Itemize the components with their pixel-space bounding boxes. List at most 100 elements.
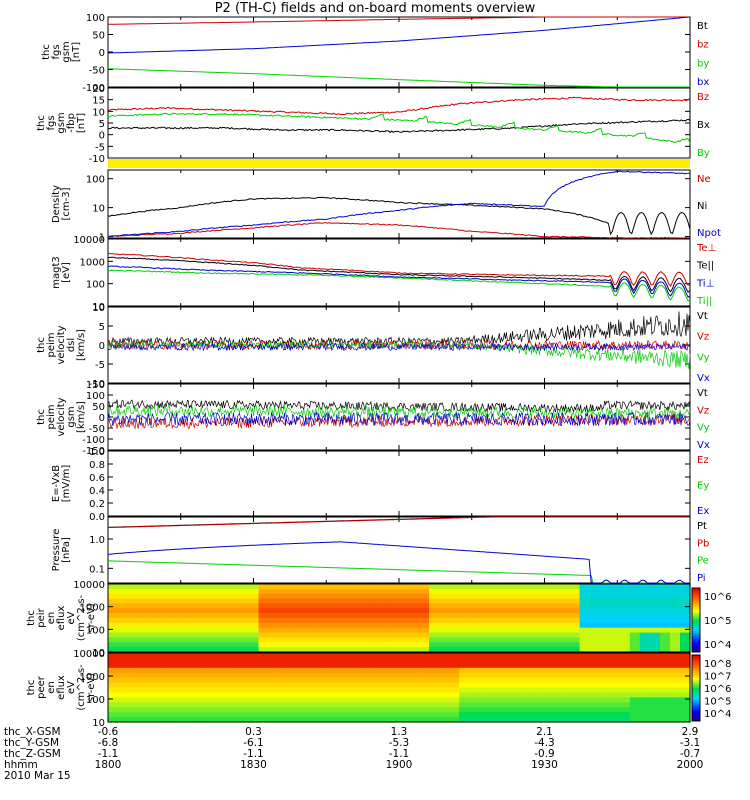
heatmap-cell xyxy=(539,653,551,659)
heatmap-cell xyxy=(539,672,551,679)
heatmap-cell xyxy=(529,613,541,619)
heatmap-cell xyxy=(419,627,430,634)
heatmap-cell xyxy=(479,584,490,590)
heatmap-cell xyxy=(158,642,169,648)
heatmap-cell xyxy=(609,613,621,619)
heatmap-cell xyxy=(609,593,621,600)
heatmap-cell xyxy=(258,647,270,653)
heatmap-cell xyxy=(549,642,561,648)
heatmap-cell xyxy=(539,717,551,723)
heatmap-cell xyxy=(238,702,250,708)
heatmap-cell xyxy=(579,608,591,614)
colorbar-cell xyxy=(692,615,700,618)
heatmap-cell xyxy=(298,593,310,600)
heatmap-cell xyxy=(318,677,330,684)
heatmap-cell xyxy=(258,667,270,674)
heatmap-cell xyxy=(208,677,219,684)
heatmap-cell xyxy=(459,672,470,679)
heatmap-cell xyxy=(669,687,681,694)
heatmap-cell xyxy=(188,642,199,648)
heatmap-cell xyxy=(549,613,561,619)
heatmap-cell xyxy=(569,702,581,708)
heatmap-cell xyxy=(178,618,189,624)
y-tick-label: 10 xyxy=(92,204,105,215)
heatmap-cell xyxy=(419,598,430,605)
heatmap-cell xyxy=(459,593,470,600)
heatmap-cell xyxy=(549,702,561,708)
heatmap-cell xyxy=(298,653,310,659)
heatmap-cell xyxy=(459,588,470,595)
heatmap-cell xyxy=(218,632,230,639)
heatmap-cell xyxy=(338,717,350,723)
heatmap-cell xyxy=(589,687,601,694)
heatmap-cell xyxy=(429,608,440,614)
colorbar-cell xyxy=(692,623,700,626)
footer-value: 2000 xyxy=(677,759,704,771)
heatmap-cell xyxy=(449,642,460,648)
heatmap-cell xyxy=(318,622,330,629)
heatmap-cell xyxy=(549,593,561,600)
y-axis-label: [cm-3] xyxy=(61,187,72,220)
heatmap-cell xyxy=(559,608,571,614)
heatmap-cell xyxy=(679,662,691,669)
heatmap-cell xyxy=(499,692,510,698)
heatmap-cell xyxy=(489,677,500,684)
heatmap-cell xyxy=(539,608,551,614)
heatmap-cell xyxy=(338,622,350,629)
heatmap-cell xyxy=(629,653,641,659)
heatmap-cell xyxy=(198,618,209,624)
heatmap-cell xyxy=(549,697,561,703)
series-Vx xyxy=(107,342,691,352)
heatmap-cell xyxy=(529,692,541,698)
heatmap-cell xyxy=(108,712,119,718)
heatmap-cell xyxy=(409,584,420,590)
heatmap-cell xyxy=(639,702,651,708)
heatmap-cell xyxy=(228,642,240,648)
series-By xyxy=(108,112,691,144)
heatmap-cell xyxy=(348,584,360,590)
heatmap-cell xyxy=(539,677,551,684)
heatmap-cell xyxy=(439,613,450,619)
heatmap-cell xyxy=(599,697,611,703)
heatmap-cell xyxy=(419,618,430,624)
heatmap-cell xyxy=(348,707,360,713)
heatmap-cell xyxy=(318,632,330,639)
heatmap-cell xyxy=(378,653,390,659)
heatmap-cell xyxy=(278,613,290,619)
heatmap-cell xyxy=(679,593,691,600)
heatmap-cell xyxy=(659,588,671,595)
heatmap-cell xyxy=(569,608,581,614)
heatmap-cell xyxy=(148,702,159,708)
heatmap-cell xyxy=(318,642,330,648)
heatmap-cell xyxy=(489,657,500,664)
heatmap-cell xyxy=(429,697,440,703)
heatmap-cell xyxy=(429,598,440,605)
heatmap-cell xyxy=(338,588,350,595)
heatmap-cell xyxy=(378,598,390,605)
heatmap-cell xyxy=(368,603,380,609)
heatmap-cell xyxy=(158,662,169,669)
heatmap-cell xyxy=(248,682,260,689)
heatmap-cell xyxy=(308,618,320,624)
heatmap-cell xyxy=(479,657,490,664)
colorbar-cell xyxy=(692,600,700,603)
heatmap-cell xyxy=(158,603,169,609)
heatmap-cell xyxy=(118,637,129,643)
colorbar-label: 10^8 xyxy=(704,659,731,670)
heatmap-cell xyxy=(358,618,370,624)
heatmap-cell xyxy=(208,642,219,648)
heatmap-cell xyxy=(519,588,531,595)
heatmap-cell xyxy=(118,647,129,653)
heatmap-cell xyxy=(158,707,169,713)
heatmap-cell xyxy=(439,667,450,674)
heatmap-cell xyxy=(178,588,189,595)
heatmap-cell xyxy=(439,662,450,669)
heatmap-cell xyxy=(629,687,641,694)
heatmap-cell xyxy=(148,677,159,684)
heatmap-cell xyxy=(629,603,641,609)
footer-value: 2.9 xyxy=(682,726,699,738)
footer-value: 2.1 xyxy=(536,726,553,738)
footer-value: -6.1 xyxy=(243,737,264,749)
heatmap-cell xyxy=(429,647,440,653)
colorbar-cell xyxy=(692,683,700,686)
